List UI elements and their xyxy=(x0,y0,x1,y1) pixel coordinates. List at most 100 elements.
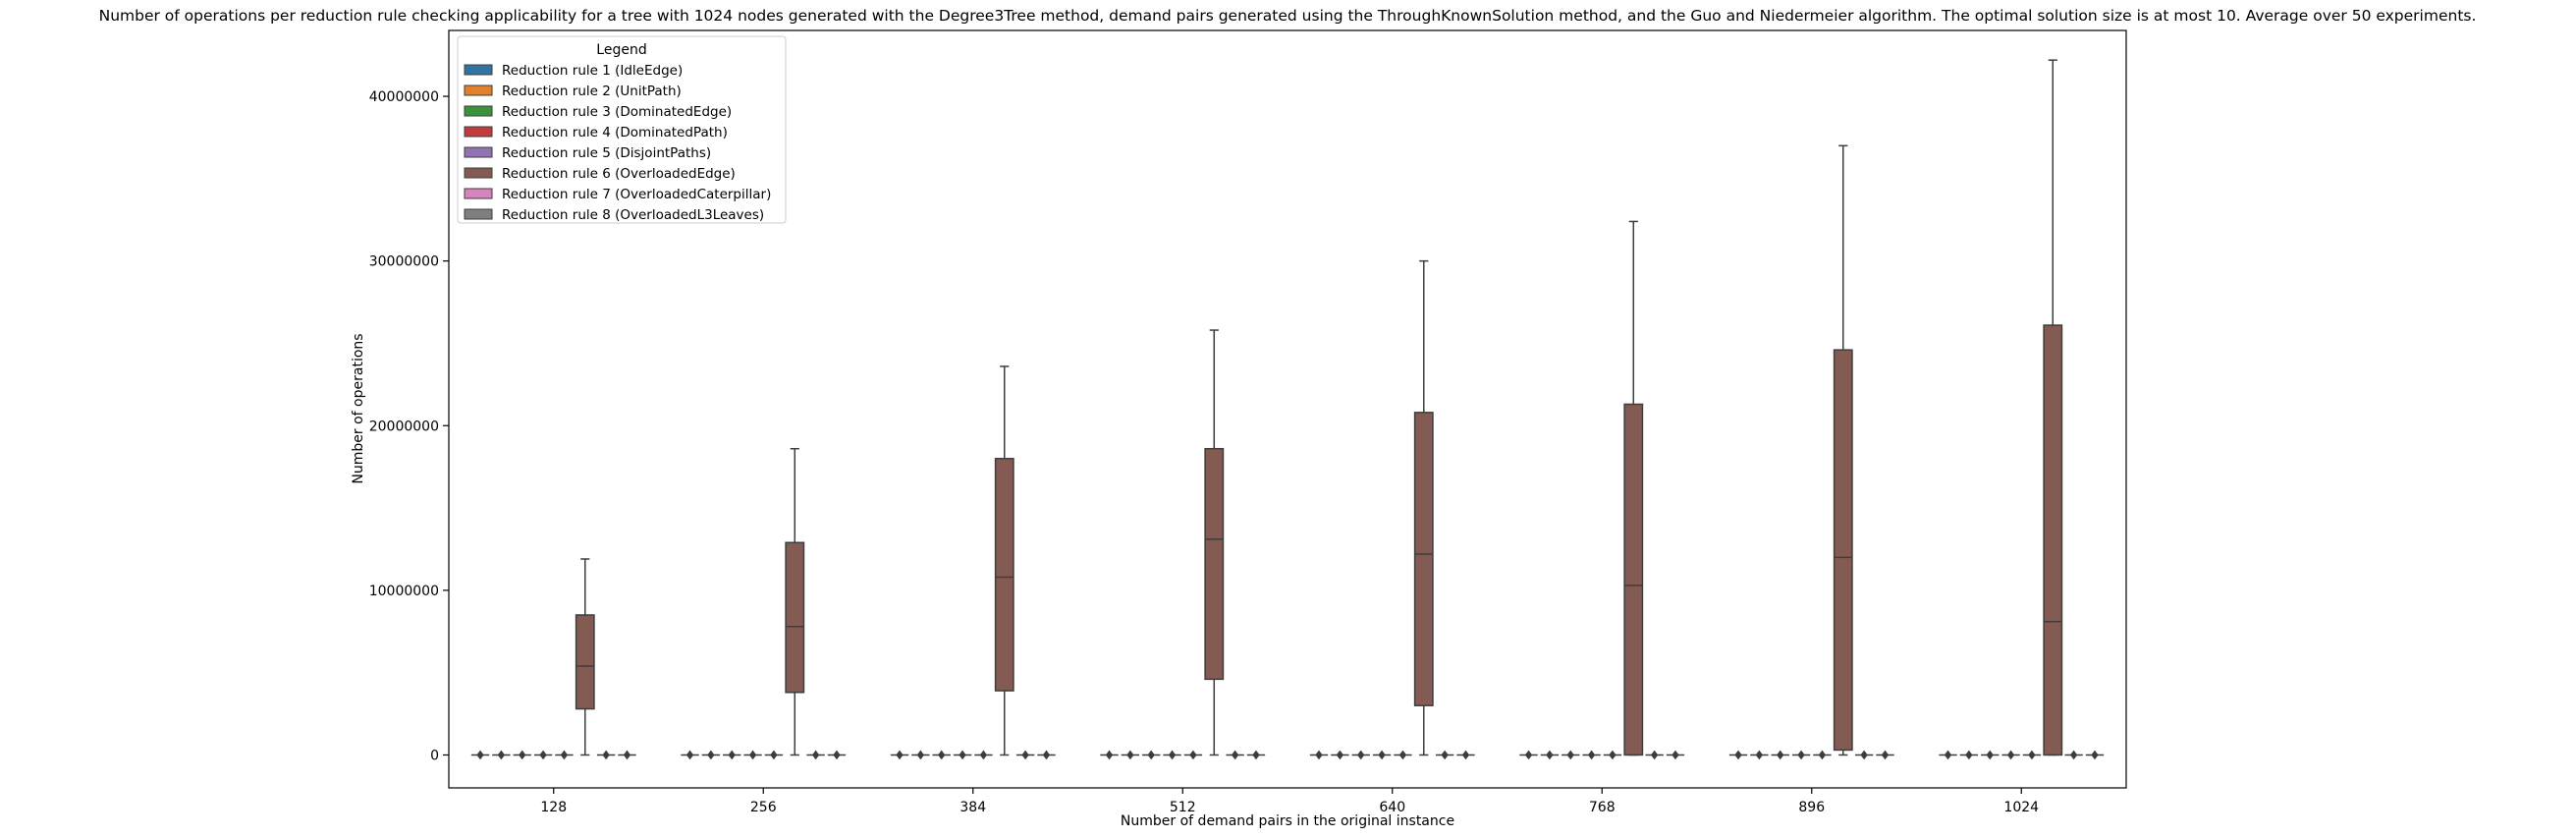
x-axis-ticks: 128 256 384 512 640 768 896 1024 xyxy=(540,788,2039,815)
box-rule5-512 xyxy=(1183,750,1203,760)
box-rule3-640 xyxy=(1351,750,1370,760)
y-tick-label: 10000000 xyxy=(369,584,439,599)
box-rule7-384 xyxy=(1015,750,1035,760)
box-rule1-512 xyxy=(1100,750,1119,760)
legend: Legend Reduction rule 1 (IdleEdge)Reduct… xyxy=(457,35,787,224)
y-tick-label: 0 xyxy=(430,748,439,763)
box-rule5-768 xyxy=(1603,750,1622,760)
legend-label: Reduction rule 1 (IdleEdge) xyxy=(502,63,683,79)
box-rule4-256 xyxy=(743,750,762,760)
box-rule6-128 xyxy=(575,558,595,756)
x-tick-label: 256 xyxy=(750,800,777,815)
box-rule6-640 xyxy=(1413,259,1434,756)
legend-items: Reduction rule 1 (IdleEdge) Reduction rul… xyxy=(464,63,771,223)
y-tick-label: 20000000 xyxy=(369,419,439,434)
legend-swatch xyxy=(464,146,493,158)
box-rule1-1024 xyxy=(1939,750,1957,760)
box-rule6-256 xyxy=(785,447,805,756)
box-rule5-128 xyxy=(555,750,574,760)
box-rule2-128 xyxy=(492,750,511,760)
x-tick-label: 640 xyxy=(1379,800,1405,815)
x-tick-label: 1024 xyxy=(2003,800,2039,815)
box-rule6-768 xyxy=(1623,220,1644,756)
box-rule1-384 xyxy=(890,750,909,760)
legend-swatch xyxy=(464,84,493,96)
box-rule1-896 xyxy=(1728,750,1748,760)
legend-swatch xyxy=(464,208,493,220)
x-tick-label: 768 xyxy=(1589,800,1616,815)
box-rule1-128 xyxy=(470,750,490,760)
box-rule2-768 xyxy=(1540,750,1560,760)
legend-swatch xyxy=(464,126,493,138)
box-rule8-896 xyxy=(1876,750,1894,760)
box-rule7-1024 xyxy=(2064,750,2083,760)
legend-label: Reduction rule 2 (UnitPath) xyxy=(502,84,682,99)
box-rule5-384 xyxy=(974,750,993,760)
box-body xyxy=(785,541,805,694)
box-rule8-640 xyxy=(1456,750,1475,760)
chart-title: Number of operations per reduction rule … xyxy=(99,7,2477,25)
box-body xyxy=(1623,403,1644,756)
legend-label: Reduction rule 8 (OverloadedL3Leaves) xyxy=(502,207,764,223)
legend-label: Reduction rule 4 (DominatedPath) xyxy=(502,125,728,140)
box-rule3-1024 xyxy=(1981,750,2000,760)
box-rule8-1024 xyxy=(2085,750,2105,760)
box-rule6-512 xyxy=(1204,329,1225,756)
legend-label: Reduction rule 5 (DisjointPaths) xyxy=(502,145,711,161)
box-rule7-512 xyxy=(1226,750,1244,760)
box-rule2-640 xyxy=(1331,750,1349,760)
box-rule2-896 xyxy=(1750,750,1769,760)
x-tick-label: 384 xyxy=(959,800,986,815)
x-tick-label: 128 xyxy=(540,800,567,815)
box-rule3-256 xyxy=(723,750,741,760)
box-rule2-1024 xyxy=(1959,750,1979,760)
box-rule5-256 xyxy=(764,750,784,760)
box-rule4-896 xyxy=(1791,750,1811,760)
x-tick-label: 896 xyxy=(1798,800,1825,815)
box-rule3-384 xyxy=(932,750,951,760)
box-rule4-384 xyxy=(953,750,972,760)
legend-swatch xyxy=(464,188,493,199)
box-body xyxy=(1204,447,1225,681)
legend-title: Legend xyxy=(596,42,646,58)
box-rule8-128 xyxy=(618,750,636,760)
box-rule4-512 xyxy=(1163,750,1181,760)
y-axis-ticks: 0 10000000 20000000 30000000 40000000 xyxy=(369,89,449,763)
box-rule8-768 xyxy=(1666,750,1685,760)
box-body xyxy=(1413,412,1434,706)
box-body xyxy=(1833,349,1853,752)
x-axis-label: Number of demand pairs in the original i… xyxy=(1121,813,1454,829)
box-rule1-256 xyxy=(681,750,699,760)
box-rule5-640 xyxy=(1394,750,1412,760)
x-tick-label: 512 xyxy=(1170,800,1196,815)
box-rule3-768 xyxy=(1562,750,1580,760)
box-rule7-128 xyxy=(596,750,616,760)
box-rule1-640 xyxy=(1309,750,1329,760)
plot-area-frame xyxy=(448,29,2127,789)
box-body xyxy=(2043,324,2063,756)
box-rule7-256 xyxy=(806,750,825,760)
box-rule6-1024 xyxy=(2043,59,2063,756)
box-rule4-128 xyxy=(533,750,553,760)
box-rule6-384 xyxy=(994,365,1014,756)
box-rule8-256 xyxy=(827,750,847,760)
box-rule4-1024 xyxy=(2001,750,2020,760)
box-rule8-512 xyxy=(1246,750,1266,760)
legend-swatch xyxy=(464,167,493,179)
chart-marks xyxy=(470,59,2105,760)
box-rule2-256 xyxy=(701,750,721,760)
box-rule3-128 xyxy=(513,750,531,760)
box-rule2-384 xyxy=(911,750,930,760)
legend-label: Reduction rule 3 (DominatedEdge) xyxy=(502,104,732,120)
box-rule3-512 xyxy=(1142,750,1161,760)
box-rule8-384 xyxy=(1037,750,1056,760)
box-body xyxy=(994,458,1014,692)
box-rule4-640 xyxy=(1372,750,1392,760)
box-rule7-768 xyxy=(1645,750,1664,760)
legend-swatch xyxy=(464,64,493,76)
legend-frame xyxy=(457,35,787,224)
box-rule6-896 xyxy=(1833,144,1853,756)
legend-swatch xyxy=(464,105,493,117)
box-rule1-768 xyxy=(1519,750,1538,760)
